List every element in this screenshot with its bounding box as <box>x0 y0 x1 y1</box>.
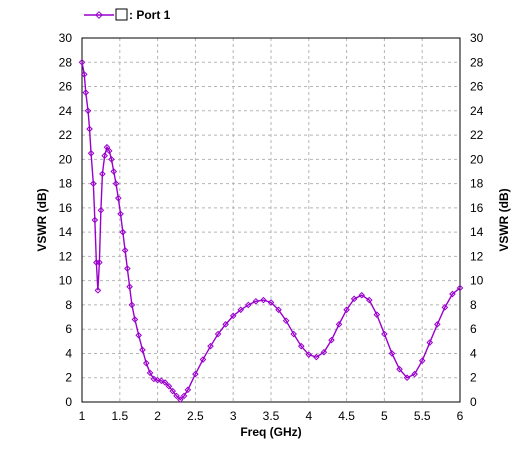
y-tick-label-left: 10 <box>59 274 73 288</box>
x-tick-label: 2 <box>154 409 161 423</box>
x-tick-label: 5 <box>381 409 388 423</box>
y-tick-label-right: 18 <box>470 177 484 191</box>
legend-label-port-1: : Port 1 <box>129 8 171 22</box>
y-axis-title-right: VSWR (dB) <box>497 188 511 251</box>
x-tick-label: 2.5 <box>187 409 204 423</box>
y-tick-label-right: 20 <box>470 152 484 166</box>
y-tick-label-left: 30 <box>59 31 73 45</box>
x-tick-label: 3 <box>230 409 237 423</box>
y-tick-label-right: 4 <box>470 346 477 360</box>
y-tick-label-right: 10 <box>470 274 484 288</box>
y-tick-label-right: 26 <box>470 80 484 94</box>
y-tick-label-left: 22 <box>59 128 73 142</box>
x-axis-title: Freq (GHz) <box>240 425 301 439</box>
y-tick-label-right: 16 <box>470 201 484 215</box>
x-tick-label: 1.5 <box>111 409 128 423</box>
y-tick-label-left: 4 <box>65 346 72 360</box>
x-tick-label: 3.5 <box>263 409 280 423</box>
y-tick-label-right: 12 <box>470 249 484 263</box>
y-tick-label-left: 16 <box>59 201 73 215</box>
y-tick-label-right: 22 <box>470 128 484 142</box>
y-tick-label-right: 24 <box>470 104 484 118</box>
x-tick-label: 4.5 <box>338 409 355 423</box>
x-tick-label: 6 <box>457 409 464 423</box>
legend: : Port 1 <box>84 8 171 22</box>
y-tick-label-right: 30 <box>470 31 484 45</box>
y-tick-label-left: 6 <box>65 322 72 336</box>
y-tick-label-left: 28 <box>59 55 73 69</box>
y-tick-label-left: 26 <box>59 80 73 94</box>
y-tick-label-left: 0 <box>65 395 72 409</box>
legend-checkbox[interactable] <box>116 9 127 20</box>
y-tick-label-right: 6 <box>470 322 477 336</box>
y-tick-label-right: 14 <box>470 225 484 239</box>
y-tick-label-left: 18 <box>59 177 73 191</box>
y-tick-label-left: 14 <box>59 225 73 239</box>
x-tick-label: 5.5 <box>414 409 431 423</box>
x-tick-label: 1 <box>79 409 86 423</box>
y-tick-label-left: 8 <box>65 298 72 312</box>
y-tick-label-right: 2 <box>470 371 477 385</box>
y-tick-label-left: 20 <box>59 152 73 166</box>
y-axis-title-left: VSWR (dB) <box>35 188 49 251</box>
y-tick-label-left: 12 <box>59 249 73 263</box>
y-tick-label-right: 28 <box>470 55 484 69</box>
y-tick-label-right: 8 <box>470 298 477 312</box>
y-tick-label-left: 24 <box>59 104 73 118</box>
y-tick-label-left: 2 <box>65 371 72 385</box>
x-tick-label: 4 <box>305 409 312 423</box>
y-tick-label-right: 0 <box>470 395 477 409</box>
grid <box>82 38 460 402</box>
